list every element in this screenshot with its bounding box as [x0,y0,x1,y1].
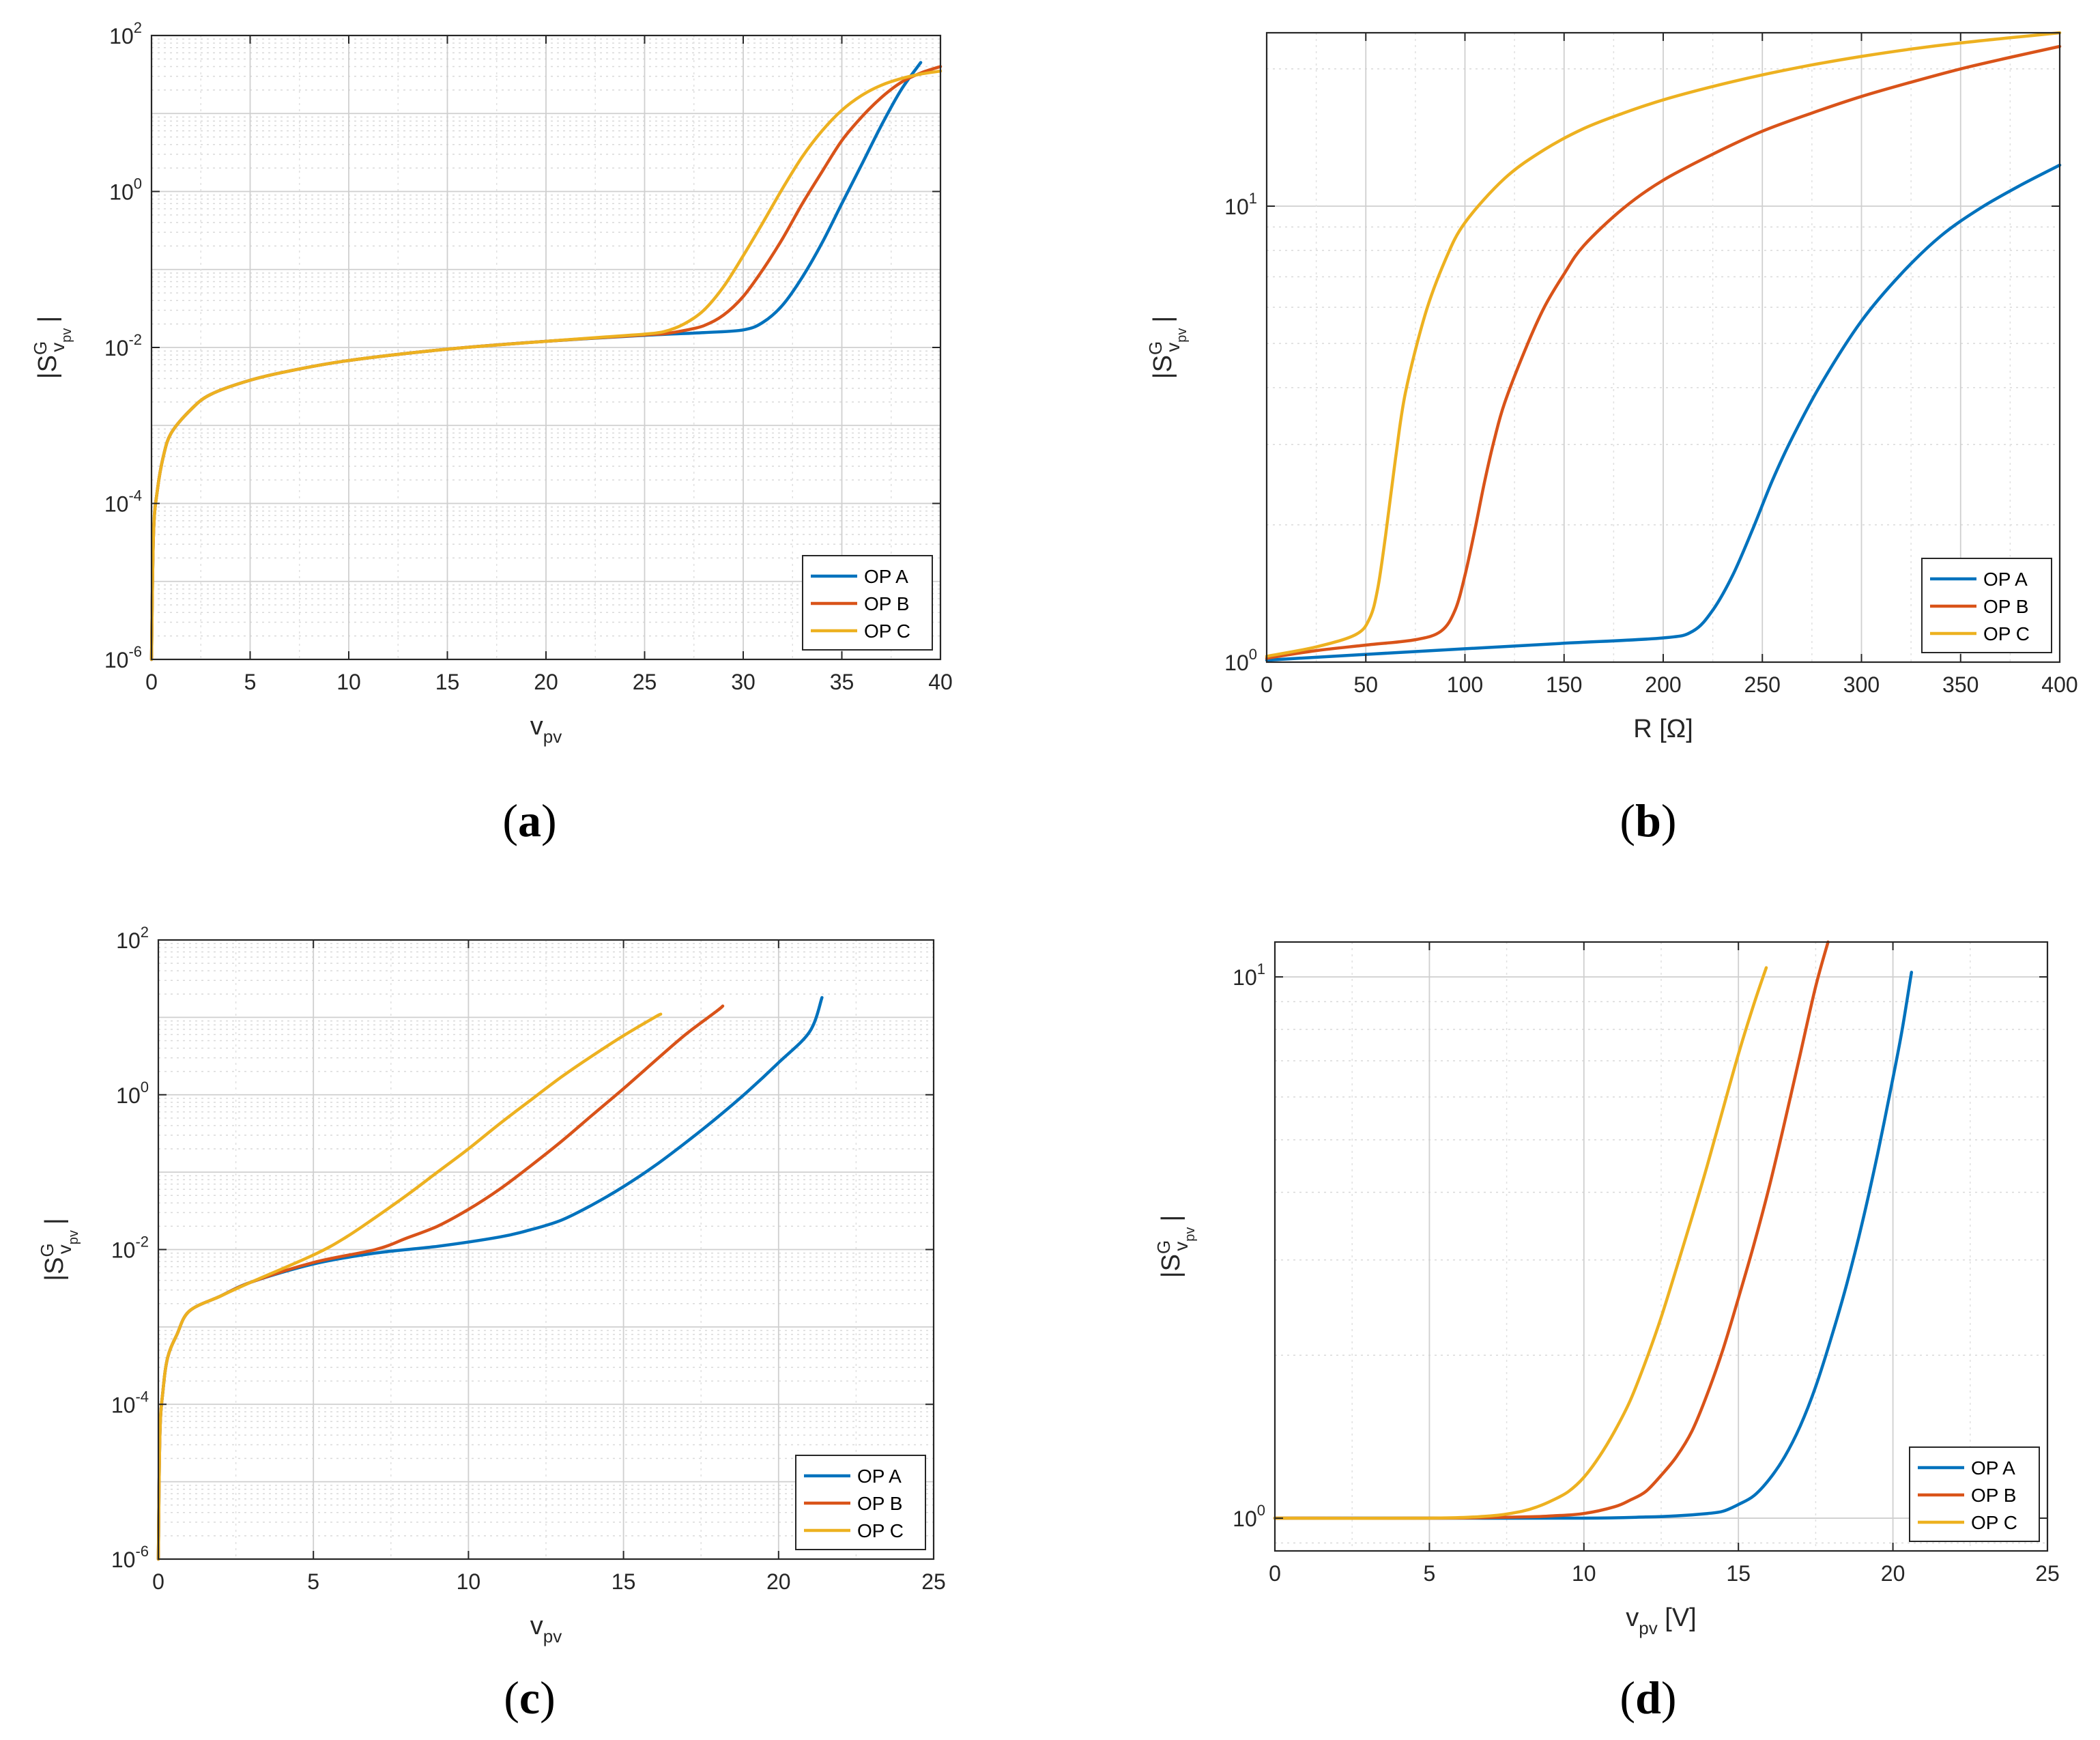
x-axis-label: R [Ω] [1633,715,1693,743]
series-line-op-c [1273,966,1768,1520]
x-tick-label: 5 [307,1569,319,1594]
legend-entry: OP B [857,1493,902,1514]
y-axis-label: |SGvpv| [1145,316,1190,379]
x-axis-label: vpv [530,1612,562,1646]
legend: OP A OP B OP C [795,1455,926,1550]
x-tick-label: 150 [1546,672,1582,697]
x-tick-label: 15 [1726,1561,1751,1586]
x-tick-label: 25 [633,670,657,694]
y-axis-label: |SGvpv| [30,316,74,379]
y-tick-label: 10-4 [111,1388,149,1417]
legend-entry: OP C [864,621,910,642]
y-tick-label: 100 [1224,646,1257,675]
x-tick-label: 400 [2041,672,2077,697]
x-tick-label: 5 [1424,1561,1436,1586]
x-tick-label: 0 [1261,672,1273,697]
x-tick-label: 0 [145,670,158,694]
legend-entry: OP A [864,566,908,587]
x-tick-label: 100 [1447,672,1483,697]
x-tick-label: 15 [435,670,460,694]
chart-panel-c: 0 5 10 15 20 25 10-6 10-4 10-2 100 102 vpv |SGvpv| OP… [37,924,946,1724]
series-line-op-c [149,69,943,661]
series-group [156,996,824,1561]
legend-entry: OP B [864,593,909,614]
series-line-op-c [156,1012,663,1561]
chart-panel-b: 0 50 100 150 200 250 300 350 400 100 101 R [Ω] |SGvp… [1145,31,2078,846]
x-tick-label: 10 [1572,1561,1596,1586]
legend-entry: OP A [857,1466,902,1487]
legend: OP A OP B OP C [1909,1446,2040,1542]
axes-box [1274,941,2049,1552]
panel-caption: (b) [1620,795,1676,846]
x-tick-label: 5 [244,670,257,694]
x-tick-label: 15 [612,1569,636,1594]
x-tick-label: 10 [457,1569,481,1594]
x-tick-label: 200 [1645,672,1681,697]
series-line-op-c [1265,31,2062,658]
series-line-op-a [1265,163,2062,662]
y-tick-label: 10-6 [104,643,142,672]
grid [1267,33,2060,662]
x-tick-label: 350 [1942,672,1979,697]
legend-entry: OP C [1971,1512,2017,1533]
panel-caption: (c) [504,1672,556,1724]
legend: OP A OP B OP C [802,555,933,651]
y-tick-label: 10-6 [111,1543,149,1572]
x-tick-label: 50 [1353,672,1378,697]
x-tick-label: 10 [336,670,361,694]
grid [158,940,934,1559]
legend-entry: OP C [857,1520,904,1541]
series-line-op-a [1273,971,1914,1520]
x-tick-label: 0 [152,1569,164,1594]
y-tick-label: 102 [109,19,142,48]
grid [1275,942,2047,1551]
x-tick-label: 250 [1744,672,1781,697]
legend-entry: OP A [1983,569,2028,590]
y-tick-label: 10-4 [104,487,142,517]
panel-caption: (d) [1620,1672,1676,1724]
series-line-op-b [1265,44,2062,660]
x-tick-label: 25 [2035,1561,2060,1586]
x-tick-label: 30 [731,670,756,694]
y-tick-label: 100 [1233,1502,1265,1531]
legend-entry: OP B [1983,596,2028,617]
legend-entry: OP A [1971,1457,2015,1479]
x-tick-label: 300 [1843,672,1880,697]
legend-entry: OP B [1971,1485,2016,1506]
series-line-op-b [1273,940,1830,1520]
y-tick-label: 10-2 [111,1233,149,1263]
series-group [1265,31,2062,662]
y-axis-label: |SGvpv| [37,1218,81,1281]
x-tick-label: 0 [1269,1561,1281,1586]
legend: OP A OP B OP C [1921,558,2052,653]
x-axis-label: vpv [530,712,562,747]
legend-entry: OP C [1983,623,2030,644]
x-tick-label: 25 [921,1569,946,1594]
y-tick-label: 102 [116,924,149,953]
panel-caption: (a) [502,795,556,846]
y-tick-label: 10-2 [104,331,142,360]
series-group [1273,940,1914,1520]
x-tick-label: 20 [1881,1561,1905,1586]
y-tick-label: 100 [109,175,142,205]
x-tick-label: 35 [830,670,854,694]
x-tick-label: 20 [766,1569,791,1594]
x-axis-label: vpv [V] [1626,1603,1697,1638]
x-tick-label: 40 [928,670,953,694]
y-tick-label: 101 [1233,960,1265,990]
chart-panel-a: 0 5 10 15 20 25 30 35 40 10-6 10-4 10-2 100 102 vpv |SG… [30,19,953,846]
x-tick-label: 20 [534,670,558,694]
grid [152,35,940,659]
y-axis-label: |SGvpv| [1153,1215,1198,1278]
series-group [149,61,943,661]
y-tick-label: 100 [116,1079,149,1108]
y-tick-label: 101 [1224,190,1257,219]
